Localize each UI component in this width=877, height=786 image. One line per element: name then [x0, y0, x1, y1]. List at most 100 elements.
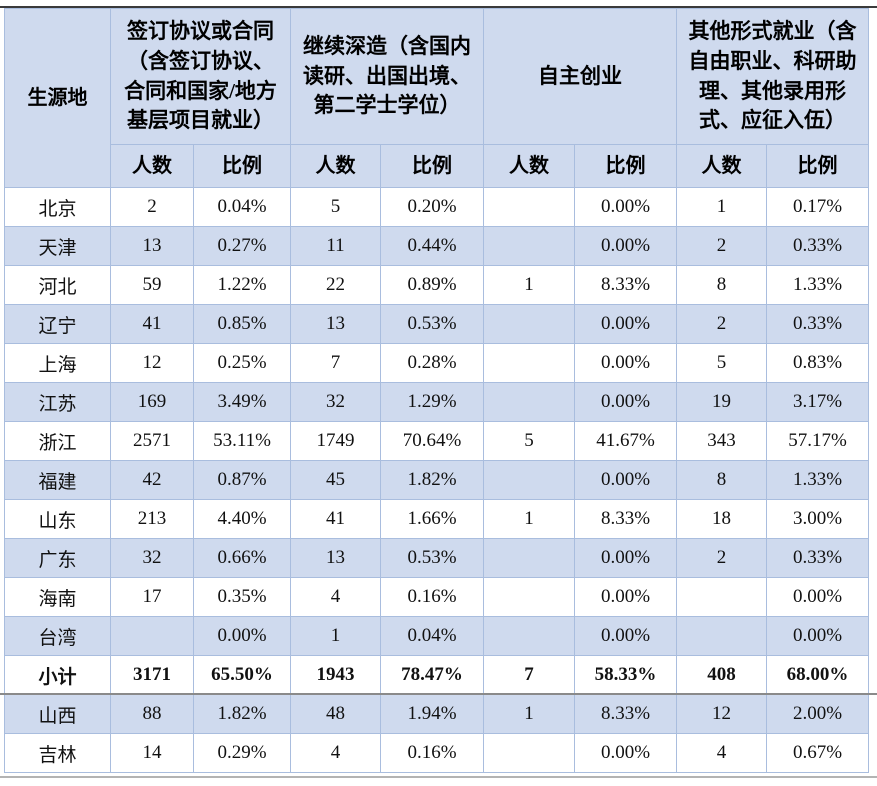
- value-cell: 0.00%: [574, 343, 677, 383]
- value-cell: 0.53%: [380, 304, 484, 344]
- table-row: 福建 42 0.87% 45 1.82% 0.00% 8 1.33%: [4, 460, 869, 500]
- table-row: 天津 13 0.27% 11 0.44% 0.00% 2 0.33%: [4, 226, 869, 266]
- region-cell: 台湾: [4, 616, 111, 656]
- value-cell: 3171: [110, 655, 194, 695]
- value-cell: [483, 460, 575, 500]
- subheader-ratio: 比例: [193, 144, 291, 188]
- region-cell: 浙江: [4, 421, 111, 461]
- value-cell: 0.00%: [574, 616, 677, 656]
- table-row: 山西 88 1.82% 48 1.94% 1 8.33% 12 2.00%: [4, 694, 869, 734]
- value-cell: 8: [676, 460, 767, 500]
- value-cell: 0.85%: [193, 304, 291, 344]
- subheader-count: 人数: [110, 144, 194, 188]
- region-cell: 山西: [4, 694, 111, 734]
- subheader-ratio: 比例: [574, 144, 677, 188]
- value-cell: 1: [483, 499, 575, 539]
- value-cell: 0.20%: [380, 187, 484, 227]
- value-cell: 11: [290, 226, 381, 266]
- value-cell: 0.29%: [193, 733, 291, 773]
- value-cell: 0.33%: [766, 538, 869, 578]
- region-cell: 吉林: [4, 733, 111, 773]
- region-cell: 辽宁: [4, 304, 111, 344]
- value-cell: 4.40%: [193, 499, 291, 539]
- region-header-cell: 生源地: [4, 8, 111, 188]
- value-cell: 0.53%: [380, 538, 484, 578]
- value-cell: 14: [110, 733, 194, 773]
- region-cell: 山东: [4, 499, 111, 539]
- value-cell: 0.33%: [766, 226, 869, 266]
- value-cell: 8.33%: [574, 265, 677, 305]
- value-cell: 59: [110, 265, 194, 305]
- table-body: 北京 2 0.04% 5 0.20% 0.00% 1 0.17% 天津 13 0.27% 11 0…: [4, 187, 869, 773]
- value-cell: 0.00%: [766, 616, 869, 656]
- value-cell: 0.00%: [574, 382, 677, 422]
- table-row: 台湾 0.00% 1 0.04% 0.00% 0.00%: [4, 616, 869, 656]
- value-cell: 1749: [290, 421, 381, 461]
- value-cell: 408: [676, 655, 767, 695]
- value-cell: 41: [110, 304, 194, 344]
- region-cell: 上海: [4, 343, 111, 383]
- value-cell: 0.87%: [193, 460, 291, 500]
- table-row: 浙江 2571 53.11% 1749 70.64% 5 41.67% 343 57.17%: [4, 421, 869, 461]
- value-cell: [110, 616, 194, 656]
- value-cell: 58.33%: [574, 655, 677, 695]
- table-row: 小计 3171 65.50% 1943 78.47% 7 58.33% 408 68.00%: [4, 655, 869, 695]
- subheader-ratio: 比例: [380, 144, 484, 188]
- employment-by-origin-table: 生源地 签订协议或合同（含签订协议、合同和国家/地方基层项目就业） 继续深造（含…: [4, 8, 869, 773]
- value-cell: 8: [676, 265, 767, 305]
- table-row: 吉林 14 0.29% 4 0.16% 0.00% 4 0.67%: [4, 733, 869, 773]
- region-cell: 广东: [4, 538, 111, 578]
- region-cell: 河北: [4, 265, 111, 305]
- value-cell: 0.35%: [193, 577, 291, 617]
- group-header-further-study: 继续深造（含国内读研、出国出境、第二学士学位）: [290, 8, 484, 145]
- value-cell: 5: [676, 343, 767, 383]
- value-cell: 2: [676, 226, 767, 266]
- value-cell: 17: [110, 577, 194, 617]
- value-cell: 2571: [110, 421, 194, 461]
- value-cell: 2.00%: [766, 694, 869, 734]
- value-cell: [483, 616, 575, 656]
- value-cell: 18: [676, 499, 767, 539]
- value-cell: 0.00%: [193, 616, 291, 656]
- value-cell: [483, 382, 575, 422]
- value-cell: 68.00%: [766, 655, 869, 695]
- value-cell: 0.00%: [574, 226, 677, 266]
- value-cell: 5: [290, 187, 381, 227]
- value-cell: 0.00%: [574, 187, 677, 227]
- value-cell: 8.33%: [574, 694, 677, 734]
- value-cell: 57.17%: [766, 421, 869, 461]
- value-cell: 13: [290, 538, 381, 578]
- value-cell: 1.82%: [380, 460, 484, 500]
- value-cell: 1.33%: [766, 460, 869, 500]
- value-cell: 1: [676, 187, 767, 227]
- page-break-line-top: [0, 6, 877, 8]
- page-break-line-middle: [0, 693, 877, 695]
- table-row: 山东 213 4.40% 41 1.66% 1 8.33% 18 3.00%: [4, 499, 869, 539]
- value-cell: [483, 733, 575, 773]
- value-cell: [676, 577, 767, 617]
- value-cell: 0.04%: [193, 187, 291, 227]
- value-cell: 4: [290, 577, 381, 617]
- value-cell: [483, 577, 575, 617]
- value-cell: 8.33%: [574, 499, 677, 539]
- value-cell: 19: [676, 382, 767, 422]
- group-header-self-employment: 自主创业: [483, 8, 677, 145]
- value-cell: 7: [290, 343, 381, 383]
- value-cell: 0.04%: [380, 616, 484, 656]
- value-cell: 1: [483, 265, 575, 305]
- region-cell: 福建: [4, 460, 111, 500]
- value-cell: [676, 616, 767, 656]
- value-cell: 0.33%: [766, 304, 869, 344]
- value-cell: 343: [676, 421, 767, 461]
- value-cell: 1943: [290, 655, 381, 695]
- value-cell: 13: [290, 304, 381, 344]
- group-header-signed-contract: 签订协议或合同（含签订协议、合同和国家/地方基层项目就业）: [110, 8, 291, 145]
- value-cell: 0.83%: [766, 343, 869, 383]
- table-row: 广东 32 0.66% 13 0.53% 0.00% 2 0.33%: [4, 538, 869, 578]
- table-row: 河北 59 1.22% 22 0.89% 1 8.33% 8 1.33%: [4, 265, 869, 305]
- value-cell: 1.94%: [380, 694, 484, 734]
- region-cell: 小计: [4, 655, 111, 695]
- value-cell: 1.22%: [193, 265, 291, 305]
- value-cell: 3.17%: [766, 382, 869, 422]
